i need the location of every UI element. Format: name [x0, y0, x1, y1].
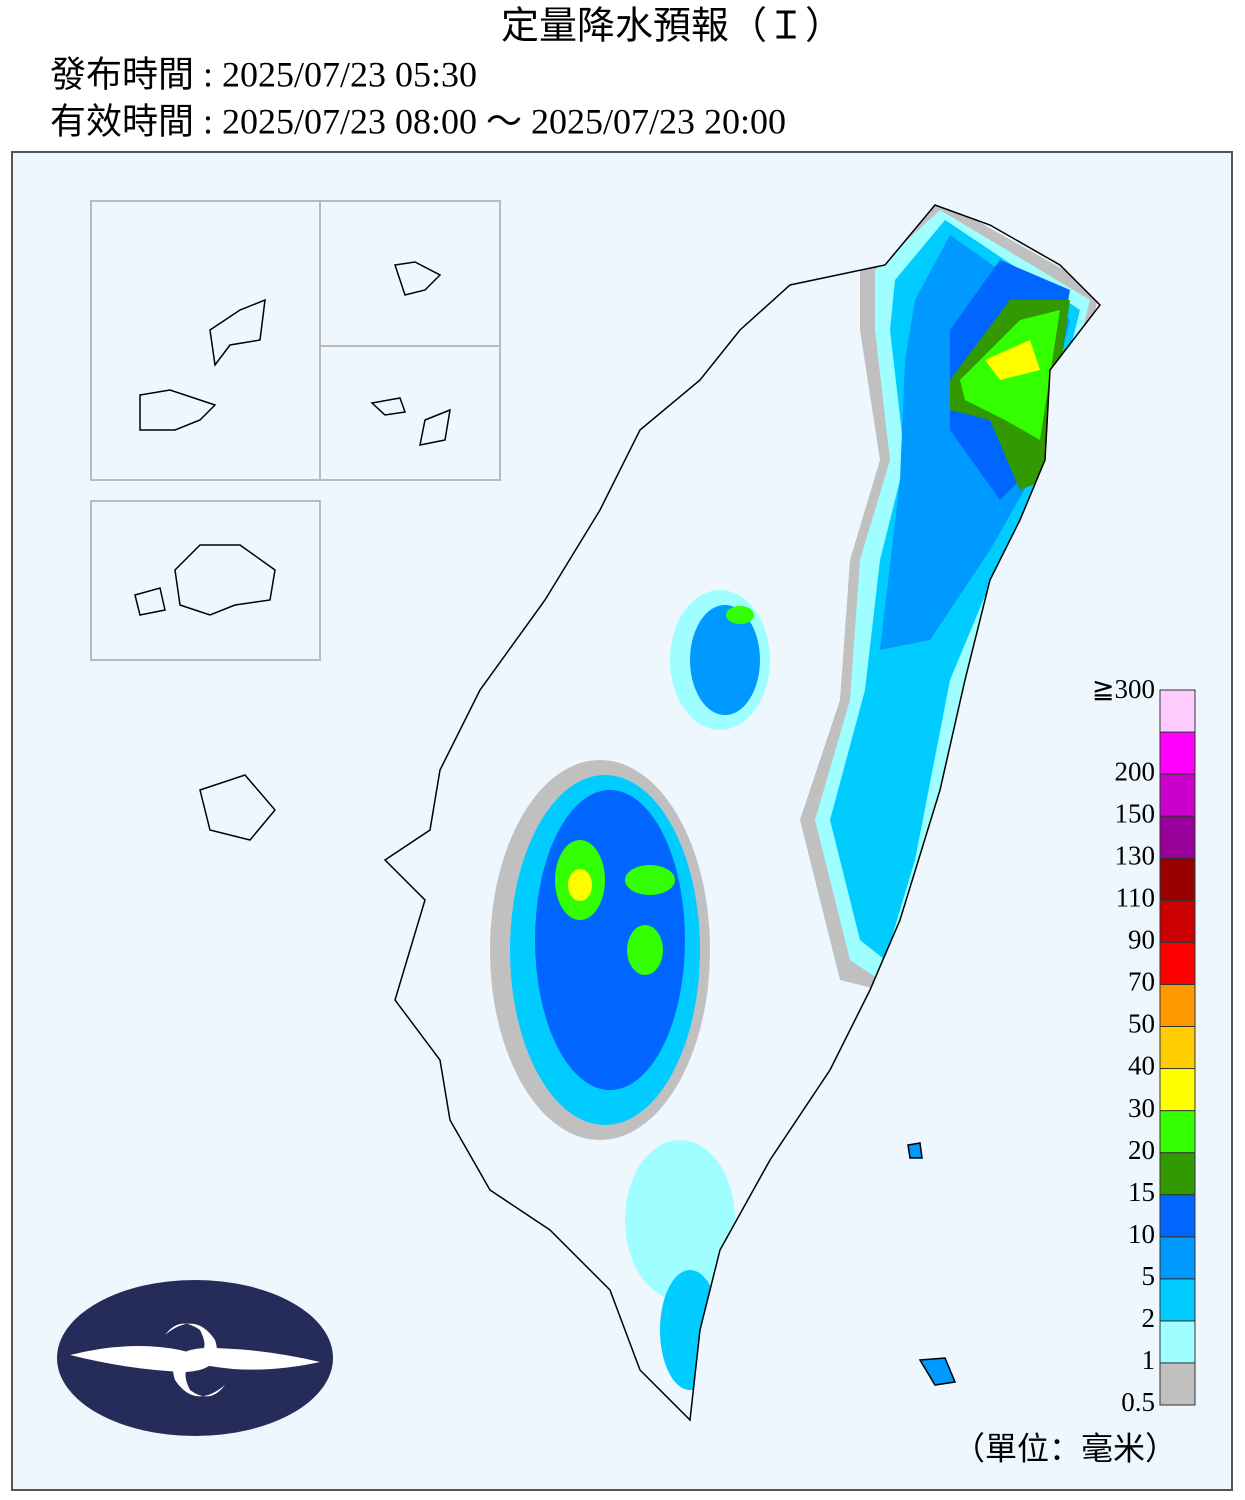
legend-label: 90 [1128, 925, 1155, 955]
legend-label: 5 [1142, 1261, 1156, 1291]
legend: 0.5 1 2 5 10 15 20 30 40 50 70 90 110 130 150 200 ≧300 [1092, 674, 1196, 1417]
legend-unit: （單位：毫米） [953, 1430, 1177, 1466]
legend-label: 200 [1115, 756, 1156, 786]
rain-areas [490, 205, 1100, 1390]
issue-time: 發布時間 : 2025/07/23 05:30 [50, 54, 477, 94]
legend-swatch [1159, 1362, 1196, 1406]
inset-boxes [90, 200, 501, 661]
legend-label: 10 [1128, 1219, 1155, 1249]
legend-swatch [1159, 1278, 1196, 1322]
cwa-logo [57, 1280, 333, 1436]
valid-time: 有效時間 : 2025/07/23 08:00 ～ 2025/07/23 20:… [50, 101, 786, 141]
legend-swatch [1159, 941, 1196, 985]
legend-swatch [1159, 1025, 1196, 1070]
legend-label: 50 [1128, 1009, 1155, 1039]
legend-label: 20 [1128, 1135, 1155, 1165]
legend-label: 130 [1115, 840, 1156, 870]
legend-swatch [1159, 1320, 1196, 1364]
legend-label: 0.5 [1121, 1387, 1155, 1417]
legend-swatch [1159, 857, 1196, 901]
legend-label: 1 [1142, 1345, 1156, 1375]
legend-label: 40 [1128, 1051, 1155, 1081]
legend-swatch [1159, 1068, 1196, 1112]
legend-swatch [1159, 731, 1196, 775]
legend-swatch [1159, 983, 1196, 1027]
islands [134, 261, 957, 1386]
legend-swatch [1159, 773, 1196, 817]
legend-swatch [1159, 1194, 1196, 1238]
legend-swatch [1159, 689, 1196, 733]
legend-label: ≧300 [1092, 674, 1155, 704]
legend-label: 110 [1116, 882, 1156, 912]
legend-label: 30 [1128, 1093, 1155, 1123]
legend-label: 15 [1128, 1177, 1155, 1207]
legend-label: 150 [1115, 798, 1156, 828]
legend-swatch [1159, 1236, 1196, 1280]
legend-swatch [1159, 899, 1196, 943]
legend-swatch [1159, 815, 1196, 859]
legend-swatch [1159, 1152, 1196, 1196]
legend-label: 70 [1128, 967, 1155, 997]
legend-label: 2 [1142, 1303, 1156, 1333]
legend-swatch [1159, 1110, 1196, 1154]
title: 定量降水預報（Ｉ） [501, 6, 843, 48]
